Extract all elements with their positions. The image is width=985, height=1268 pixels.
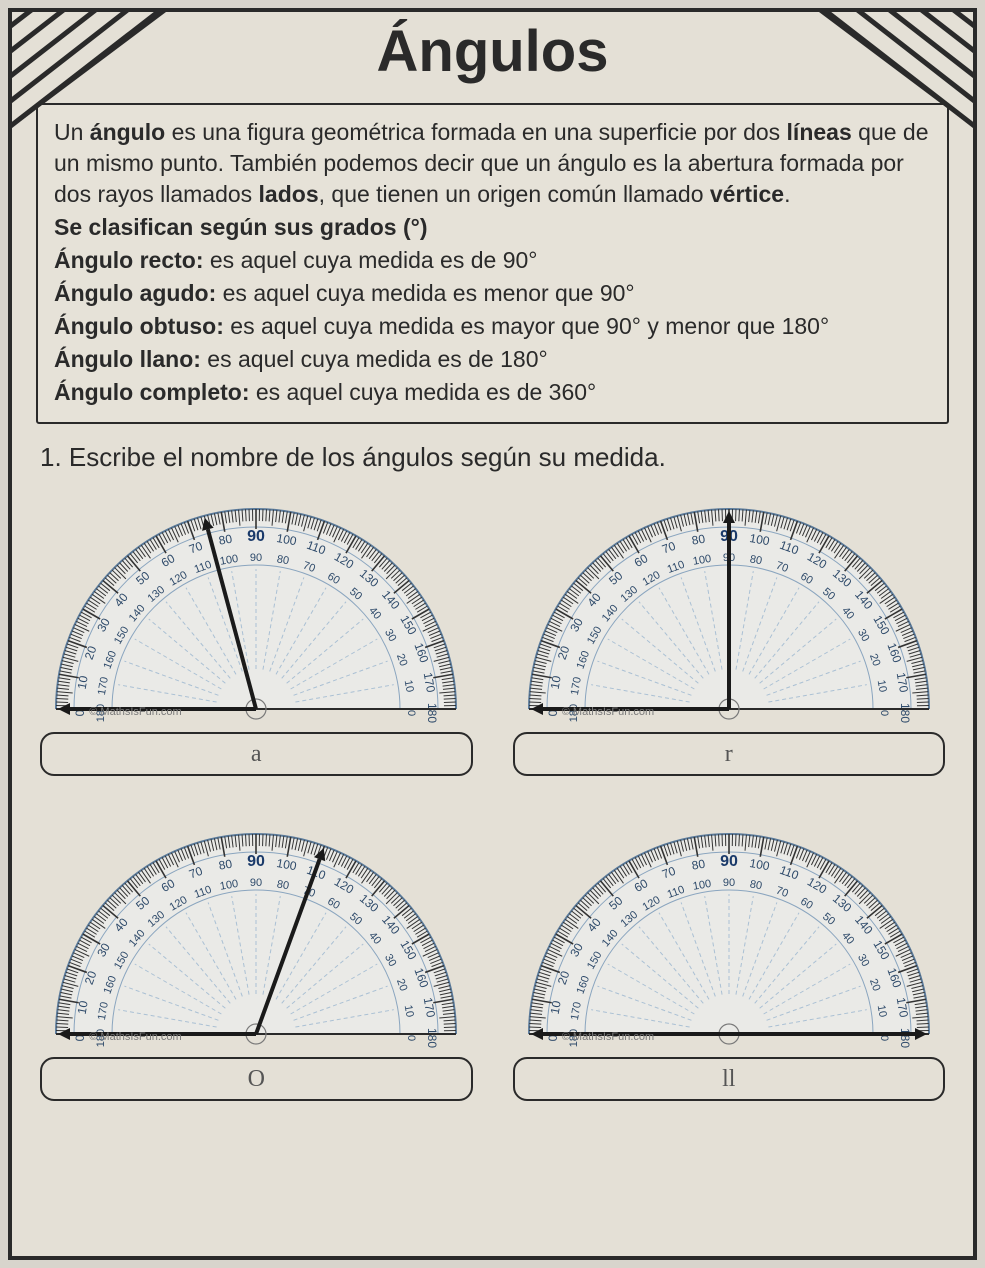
text: es aquel cuya medida es menor que 90°	[216, 280, 634, 306]
protractor-diagram: 0180101702016030150401405013060120701108…	[514, 816, 944, 1051]
definition-paragraph-1: Un ángulo es una figura geométrica forma…	[54, 117, 931, 210]
text: es aquel cuya medida es de 90°	[204, 247, 538, 273]
protractor-diagram: 0180101702016030150401405013060120701108…	[41, 491, 471, 726]
protractor-diagram: 0180101702016030150401405013060120701108…	[41, 816, 471, 1051]
svg-text:80: 80	[276, 879, 290, 893]
svg-text:10: 10	[402, 1004, 416, 1018]
text: es aquel cuya medida es mayor que 90° y …	[224, 313, 829, 339]
answer-input-box[interactable]: ll	[513, 1057, 946, 1101]
label: Ángulo llano:	[54, 346, 201, 372]
svg-text:80: 80	[749, 554, 763, 568]
image-credit: © MathsIsFun.com	[89, 1031, 181, 1043]
svg-text:10: 10	[547, 1000, 563, 1016]
svg-text:180: 180	[425, 703, 439, 723]
def-recto: Ángulo recto: es aquel cuya medida es de…	[54, 245, 931, 276]
answer-input-box[interactable]: r	[513, 732, 946, 776]
protractor-diagram: 0180101702016030150401405013060120701108…	[514, 491, 944, 726]
bold-term-vertice: vértice	[710, 181, 784, 207]
svg-text:180: 180	[898, 703, 912, 723]
text: , que tienen un origen común llamado	[319, 181, 710, 207]
svg-text:80: 80	[690, 532, 706, 548]
text: Un	[54, 119, 90, 145]
svg-text:10: 10	[547, 675, 563, 691]
label: Ángulo obtuso:	[54, 313, 224, 339]
svg-text:90: 90	[247, 853, 265, 870]
text: es una figura geométrica formada en una …	[165, 119, 786, 145]
svg-text:90: 90	[720, 853, 738, 870]
svg-text:180: 180	[898, 1028, 912, 1048]
label: Ángulo recto:	[54, 247, 204, 273]
image-credit: © MathsIsFun.com	[89, 706, 181, 718]
label: Ángulo agudo:	[54, 280, 216, 306]
svg-text:90: 90	[723, 877, 735, 889]
image-credit: © MathsIsFun.com	[562, 706, 654, 718]
svg-text:10: 10	[402, 679, 416, 693]
svg-text:90: 90	[250, 552, 262, 564]
svg-text:180: 180	[425, 1028, 439, 1048]
protractor-cell: 0180101702016030150401405013060120701108…	[40, 816, 473, 1101]
question-text: 1. Escribe el nombre de los ángulos segú…	[40, 442, 945, 473]
svg-text:80: 80	[749, 879, 763, 893]
svg-text:90: 90	[247, 528, 265, 545]
answer-input-box[interactable]: O	[40, 1057, 473, 1101]
svg-text:80: 80	[218, 532, 234, 548]
protractor-cell: 0180101702016030150401405013060120701108…	[40, 491, 473, 776]
protractor-grid: 0180101702016030150401405013060120701108…	[12, 487, 973, 1121]
svg-text:0: 0	[878, 710, 890, 716]
definition-box: Un ángulo es una figura geométrica forma…	[36, 103, 949, 424]
page-title: Ángulos	[12, 12, 973, 97]
svg-text:80: 80	[276, 554, 290, 568]
worksheet-page: Ángulos Un ángulo es una figura geométri…	[8, 8, 977, 1260]
def-completo: Ángulo completo: es aquel cuya medida es…	[54, 377, 931, 408]
image-credit: © MathsIsFun.com	[562, 1031, 654, 1043]
answer-input-box[interactable]: a	[40, 732, 473, 776]
svg-text:0: 0	[405, 710, 417, 716]
svg-text:0: 0	[405, 1035, 417, 1041]
protractor-cell: 0180101702016030150401405013060120701108…	[513, 491, 946, 776]
def-llano: Ángulo llano: es aquel cuya medida es de…	[54, 344, 931, 375]
label: Ángulo completo:	[54, 379, 249, 405]
bold-term-lineas: líneas	[787, 119, 852, 145]
bold-term-angulo: ángulo	[90, 119, 165, 145]
text: es aquel cuya medida es de 180°	[201, 346, 548, 372]
protractor-cell: 0180101702016030150401405013060120701108…	[513, 816, 946, 1101]
svg-text:10: 10	[75, 1000, 91, 1016]
svg-text:10: 10	[874, 679, 888, 693]
text: es aquel cuya medida es de 360°	[249, 379, 596, 405]
def-agudo: Ángulo agudo: es aquel cuya medida es me…	[54, 278, 931, 309]
svg-text:80: 80	[218, 857, 234, 873]
svg-text:10: 10	[75, 675, 91, 691]
svg-text:90: 90	[250, 877, 262, 889]
text: .	[784, 181, 790, 207]
svg-text:80: 80	[690, 857, 706, 873]
svg-text:10: 10	[874, 1004, 888, 1018]
bold-term-lados: lados	[259, 181, 319, 207]
def-obtuso: Ángulo obtuso: es aquel cuya medida es m…	[54, 311, 931, 342]
classification-heading: Se clasifican según sus grados (°)	[54, 212, 931, 243]
